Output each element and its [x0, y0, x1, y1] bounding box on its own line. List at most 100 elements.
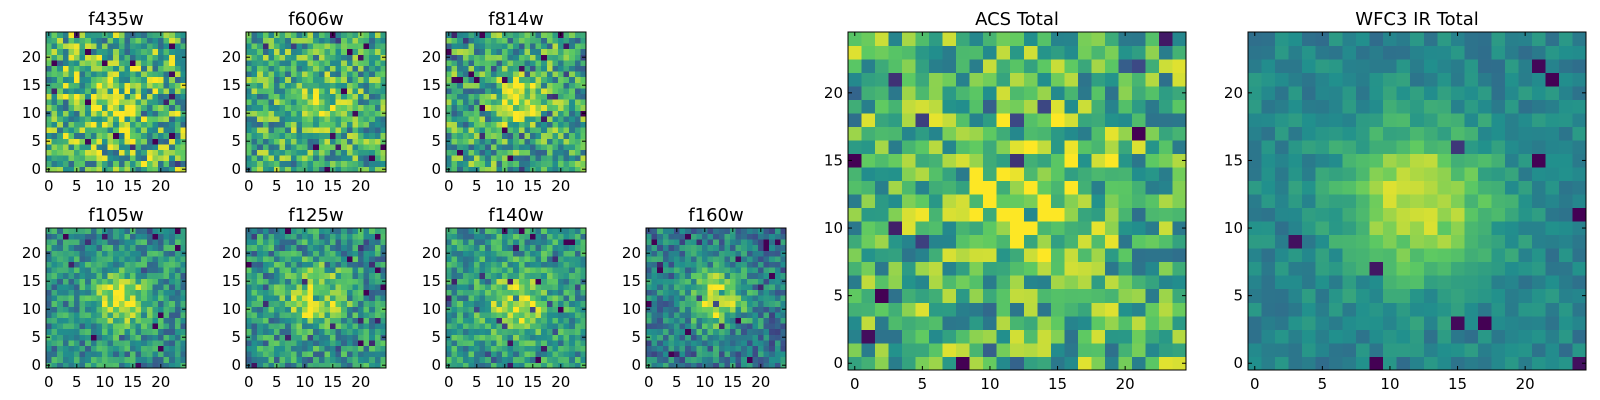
heatmap-cell — [246, 351, 252, 358]
panel-title: f606w — [288, 9, 343, 30]
heatmap-cell — [135, 323, 142, 330]
heatmap-cell — [563, 334, 570, 341]
heatmap-cell — [118, 110, 125, 117]
heatmap-cell — [380, 37, 387, 44]
heatmap-cell — [313, 121, 320, 128]
heatmap-cell — [468, 345, 475, 352]
heatmap-cell — [96, 104, 103, 111]
heatmap-cell — [956, 315, 971, 330]
heatmap-cell — [335, 278, 342, 285]
heatmap-cell — [1010, 234, 1025, 249]
heatmap-cell — [774, 261, 781, 268]
heatmap-cell — [180, 160, 187, 167]
heatmap-cell — [158, 60, 164, 66]
heatmap-cell — [1131, 275, 1146, 290]
heatmap-cell — [496, 149, 503, 156]
heatmap-cell — [662, 250, 669, 257]
heatmap-cell — [296, 48, 303, 55]
heatmap-cell — [713, 295, 720, 302]
heatmap-cell — [358, 54, 364, 61]
heatmap-cell — [330, 37, 336, 44]
heatmap-cell — [1131, 261, 1146, 276]
heatmap-cell — [118, 284, 125, 290]
heatmap-cell — [152, 76, 159, 83]
heatmap-cell — [569, 256, 576, 262]
heatmap-cell — [107, 104, 114, 111]
heatmap-cell — [662, 239, 669, 246]
heatmap-cell — [780, 233, 787, 240]
heatmap-cell — [313, 144, 320, 150]
heatmap-cell — [124, 132, 131, 139]
heatmap-cell — [1172, 180, 1187, 195]
heatmap-cell — [307, 351, 314, 358]
heatmap-cell — [702, 284, 708, 290]
heatmap-cell — [146, 110, 153, 117]
heatmap-cell — [335, 110, 342, 117]
heatmap-cell — [85, 116, 92, 122]
heatmap-cell — [152, 88, 159, 94]
heatmap-cell — [502, 340, 508, 346]
heatmap-cell — [679, 233, 686, 240]
heatmap-cell — [902, 207, 916, 222]
heatmap-cell — [490, 340, 497, 346]
heatmap-cell — [707, 334, 714, 341]
heatmap-cell — [524, 71, 531, 78]
heatmap-cell — [174, 149, 181, 156]
heatmap-cell — [57, 256, 64, 262]
heatmap-cell — [558, 43, 564, 50]
heatmap-cell — [352, 362, 359, 369]
heatmap-cell — [268, 306, 275, 313]
heatmap-cell — [146, 239, 153, 246]
heatmap-cell — [352, 250, 359, 257]
heatmap-cell — [490, 76, 497, 83]
heatmap-cell — [969, 194, 984, 209]
heatmap-cell — [915, 342, 930, 357]
heatmap-cell — [490, 334, 497, 341]
heatmap-cell — [324, 351, 331, 358]
heatmap-cell — [552, 160, 559, 167]
heatmap-cell — [657, 261, 664, 268]
heatmap-cell — [662, 328, 669, 335]
heatmap-cell — [485, 127, 492, 134]
heatmap-cell — [285, 233, 292, 240]
heatmap-cell — [163, 166, 170, 173]
heatmap-cell — [752, 356, 759, 363]
heatmap-cell — [130, 88, 136, 94]
heatmap-cell — [102, 300, 108, 307]
heatmap-cell — [902, 261, 916, 276]
heatmap-cell — [51, 295, 58, 302]
heatmap-cell — [46, 345, 52, 352]
heatmap-cell — [96, 323, 103, 330]
heatmap-cell — [451, 289, 458, 296]
heatmap-cell — [524, 149, 531, 156]
heatmap-cell — [657, 328, 664, 335]
heatmap-cell — [888, 153, 903, 168]
heatmap-cell — [107, 71, 114, 78]
heatmap-cell — [374, 345, 381, 352]
heatmap-cell — [57, 71, 64, 78]
heatmap-cell — [174, 351, 181, 358]
heatmap-cell — [1118, 342, 1133, 357]
heatmap-cell — [285, 37, 292, 44]
heatmap-cell — [496, 32, 503, 38]
heatmap-cell — [507, 160, 514, 167]
heatmap-cell — [124, 267, 131, 274]
heatmap-cell — [468, 267, 475, 274]
heatmap-cell — [107, 351, 114, 358]
heatmap-cell — [158, 160, 164, 167]
heatmap-cell — [718, 272, 725, 279]
heatmap-cell — [96, 278, 103, 285]
heatmap-cell — [135, 160, 142, 167]
heatmap-cell — [1158, 167, 1173, 182]
heatmap-cell — [307, 256, 314, 262]
heatmap-cell — [1145, 194, 1160, 209]
heatmap-cell — [363, 351, 370, 358]
heatmap-cell — [490, 121, 497, 128]
heatmap-cell — [146, 334, 153, 341]
heatmap-cell — [535, 144, 542, 150]
heatmap-cell — [563, 233, 570, 240]
heatmap-cell — [752, 228, 759, 234]
heatmap-cell — [1037, 261, 1052, 276]
heatmap-cell — [135, 345, 142, 352]
